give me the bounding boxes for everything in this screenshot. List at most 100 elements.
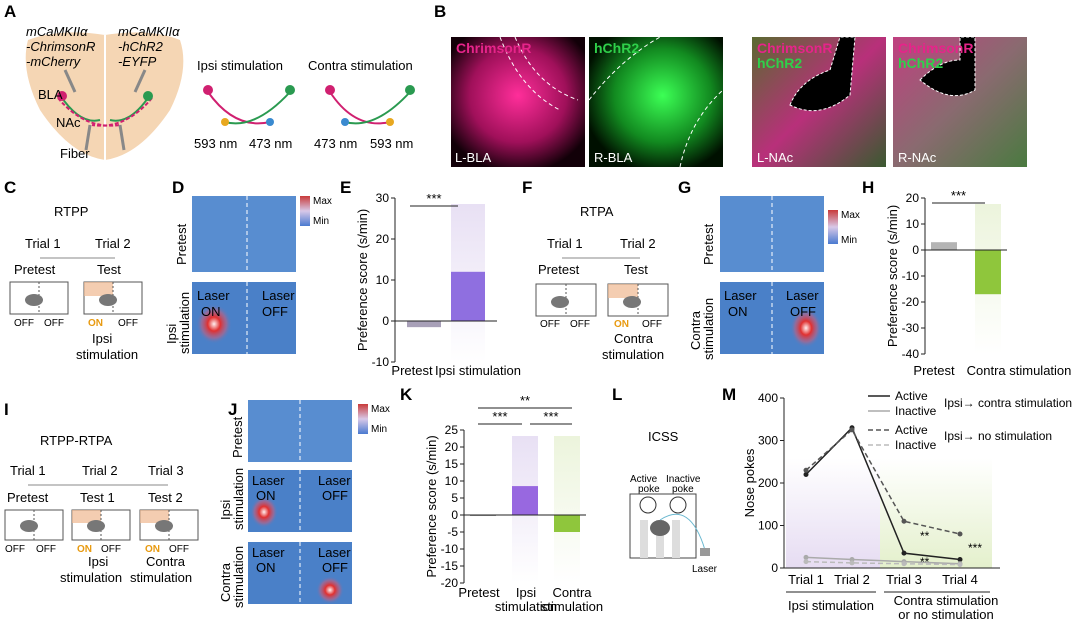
data-point bbox=[803, 472, 809, 477]
contra-circuit-diagram bbox=[325, 85, 415, 126]
j-contra-label-2: stimulation bbox=[231, 546, 246, 608]
significance-label: *** bbox=[426, 191, 441, 206]
f-test: Test bbox=[624, 262, 648, 277]
y-tick-label: 25 bbox=[445, 423, 459, 437]
data-point bbox=[901, 561, 907, 567]
y-tick-label: 10 bbox=[906, 217, 920, 231]
a-left-label: mCaMKIIα -ChrimsonR -mCherry bbox=[26, 24, 99, 69]
j-contra-off-1: Laser bbox=[318, 545, 351, 560]
x-group-label: Contra stimulation bbox=[894, 593, 999, 608]
legend-inactive-2: Inactive bbox=[895, 438, 937, 452]
i-stim1-2: stimulation bbox=[60, 570, 122, 585]
data-point bbox=[849, 560, 855, 566]
data-point bbox=[849, 427, 855, 433]
g-colorbar bbox=[828, 210, 838, 244]
g-heatmap-stim bbox=[720, 282, 824, 354]
series-line-3 bbox=[805, 560, 961, 566]
legend-active-1: Active bbox=[895, 389, 928, 403]
j-ipsi-label-2: stimulation bbox=[231, 468, 246, 530]
significance-label: *** bbox=[543, 409, 558, 424]
l-laser: Laser bbox=[692, 564, 718, 575]
y-tick-label: -30 bbox=[902, 321, 920, 335]
micrograph-l-bla bbox=[451, 36, 585, 167]
significance-label: ** bbox=[920, 529, 930, 543]
legend-active-2: Active bbox=[895, 423, 928, 437]
y-tick-label: -20 bbox=[902, 295, 920, 309]
d-stim-label-2: stimulation bbox=[177, 292, 192, 354]
i-stim1-1: Ipsi bbox=[88, 554, 108, 569]
i-stim2-2: stimulation bbox=[130, 570, 192, 585]
bar-0 bbox=[407, 321, 441, 328]
i-stim2-1: Contra bbox=[146, 554, 186, 569]
y-tick-label: 10 bbox=[376, 273, 390, 287]
c-test: Test bbox=[97, 262, 121, 277]
y-tick-label: 400 bbox=[758, 391, 778, 405]
bar-1 bbox=[512, 486, 538, 515]
l-title: ICSS bbox=[648, 429, 679, 444]
y-tick-label: 100 bbox=[758, 519, 778, 533]
category-label: Pretest bbox=[913, 363, 955, 378]
j-ipsi-off-2: OFF bbox=[322, 488, 348, 503]
g-laser-on-1: Laser bbox=[724, 288, 757, 303]
b3-label-2: hChR2 bbox=[757, 55, 802, 71]
y-axis-label: Preference score (s/min) bbox=[424, 435, 439, 577]
stim-background-2 bbox=[554, 436, 580, 583]
panel-label-k: K bbox=[400, 385, 413, 404]
i-arena-test1 bbox=[71, 509, 131, 541]
g-stim-label-2: stimulation bbox=[701, 298, 716, 360]
panel-label-a: A bbox=[4, 2, 16, 21]
significance-label: *** bbox=[492, 409, 507, 424]
bar-0 bbox=[931, 242, 957, 250]
y-tick-label: 300 bbox=[758, 434, 778, 448]
y-tick-label: 20 bbox=[445, 440, 459, 454]
panel-label-d: D bbox=[172, 178, 184, 197]
brain-diagram bbox=[25, 32, 184, 160]
y-tick-label: 0 bbox=[451, 508, 458, 522]
micrograph-r-bla bbox=[588, 36, 724, 168]
data-point bbox=[957, 531, 963, 537]
y-tick-label: 20 bbox=[376, 232, 390, 246]
contra-wl-2: 593 nm bbox=[370, 136, 413, 151]
j-contra-on-2: ON bbox=[256, 560, 276, 575]
bla-label: BLA bbox=[38, 87, 63, 102]
legend-group-2: Ipsi→ no stimulation bbox=[944, 429, 1052, 443]
l-active-2: poke bbox=[638, 484, 660, 495]
x-group-label: or no stimulation bbox=[898, 607, 993, 622]
panel-label-h: H bbox=[862, 178, 874, 197]
panel-label-i: I bbox=[4, 400, 9, 419]
y-tick-label: -10 bbox=[902, 269, 920, 283]
d-laser-on-2: ON bbox=[201, 304, 221, 319]
j-heatmap-ipsi bbox=[248, 470, 352, 532]
panel-label-g: G bbox=[678, 178, 691, 197]
significance-label: ** bbox=[520, 393, 530, 408]
f-stim-2: stimulation bbox=[602, 347, 664, 362]
category-label: Ipsi bbox=[516, 585, 536, 600]
y-tick-label: -5 bbox=[447, 525, 458, 539]
y-tick-label: 10 bbox=[445, 474, 459, 488]
c-on: ON bbox=[88, 318, 103, 329]
y-tick-label: 0 bbox=[912, 243, 919, 257]
y-tick-label: -40 bbox=[902, 347, 920, 361]
bar-2 bbox=[554, 515, 580, 532]
j-contra-label-1: Contra bbox=[218, 562, 233, 602]
c-trial2: Trial 2 bbox=[95, 236, 131, 251]
chart-k: -20 -15 -10 -5 0 5 10 15 20 25 Preference score (s… bbox=[424, 393, 603, 614]
j-ipsi-on-1: Laser bbox=[252, 473, 285, 488]
b1-region: L-BLA bbox=[455, 150, 491, 165]
data-point bbox=[901, 518, 907, 524]
y-tick-label: 20 bbox=[906, 191, 920, 205]
f-off-3: OFF bbox=[642, 319, 662, 330]
x-group-label: Ipsi stimulation bbox=[788, 598, 874, 613]
ipsi-stim-title: Ipsi stimulation bbox=[197, 58, 283, 73]
ipsi-wl-1: 593 nm bbox=[194, 136, 237, 151]
fiber-label: Fiber bbox=[60, 146, 90, 161]
ipsi-circuit-diagram bbox=[203, 85, 295, 126]
c-pretest: Pretest bbox=[14, 262, 56, 277]
legend-group-1: Ipsi→ contra stimulation bbox=[944, 396, 1072, 410]
d-heatmap-stim bbox=[192, 282, 296, 354]
legend-inactive-1: Inactive bbox=[895, 404, 937, 418]
f-title: RTPA bbox=[580, 204, 614, 219]
bar-1 bbox=[975, 250, 1001, 295]
f-off-1: OFF bbox=[540, 319, 560, 330]
b1-label: ChrimsonR bbox=[456, 40, 531, 56]
